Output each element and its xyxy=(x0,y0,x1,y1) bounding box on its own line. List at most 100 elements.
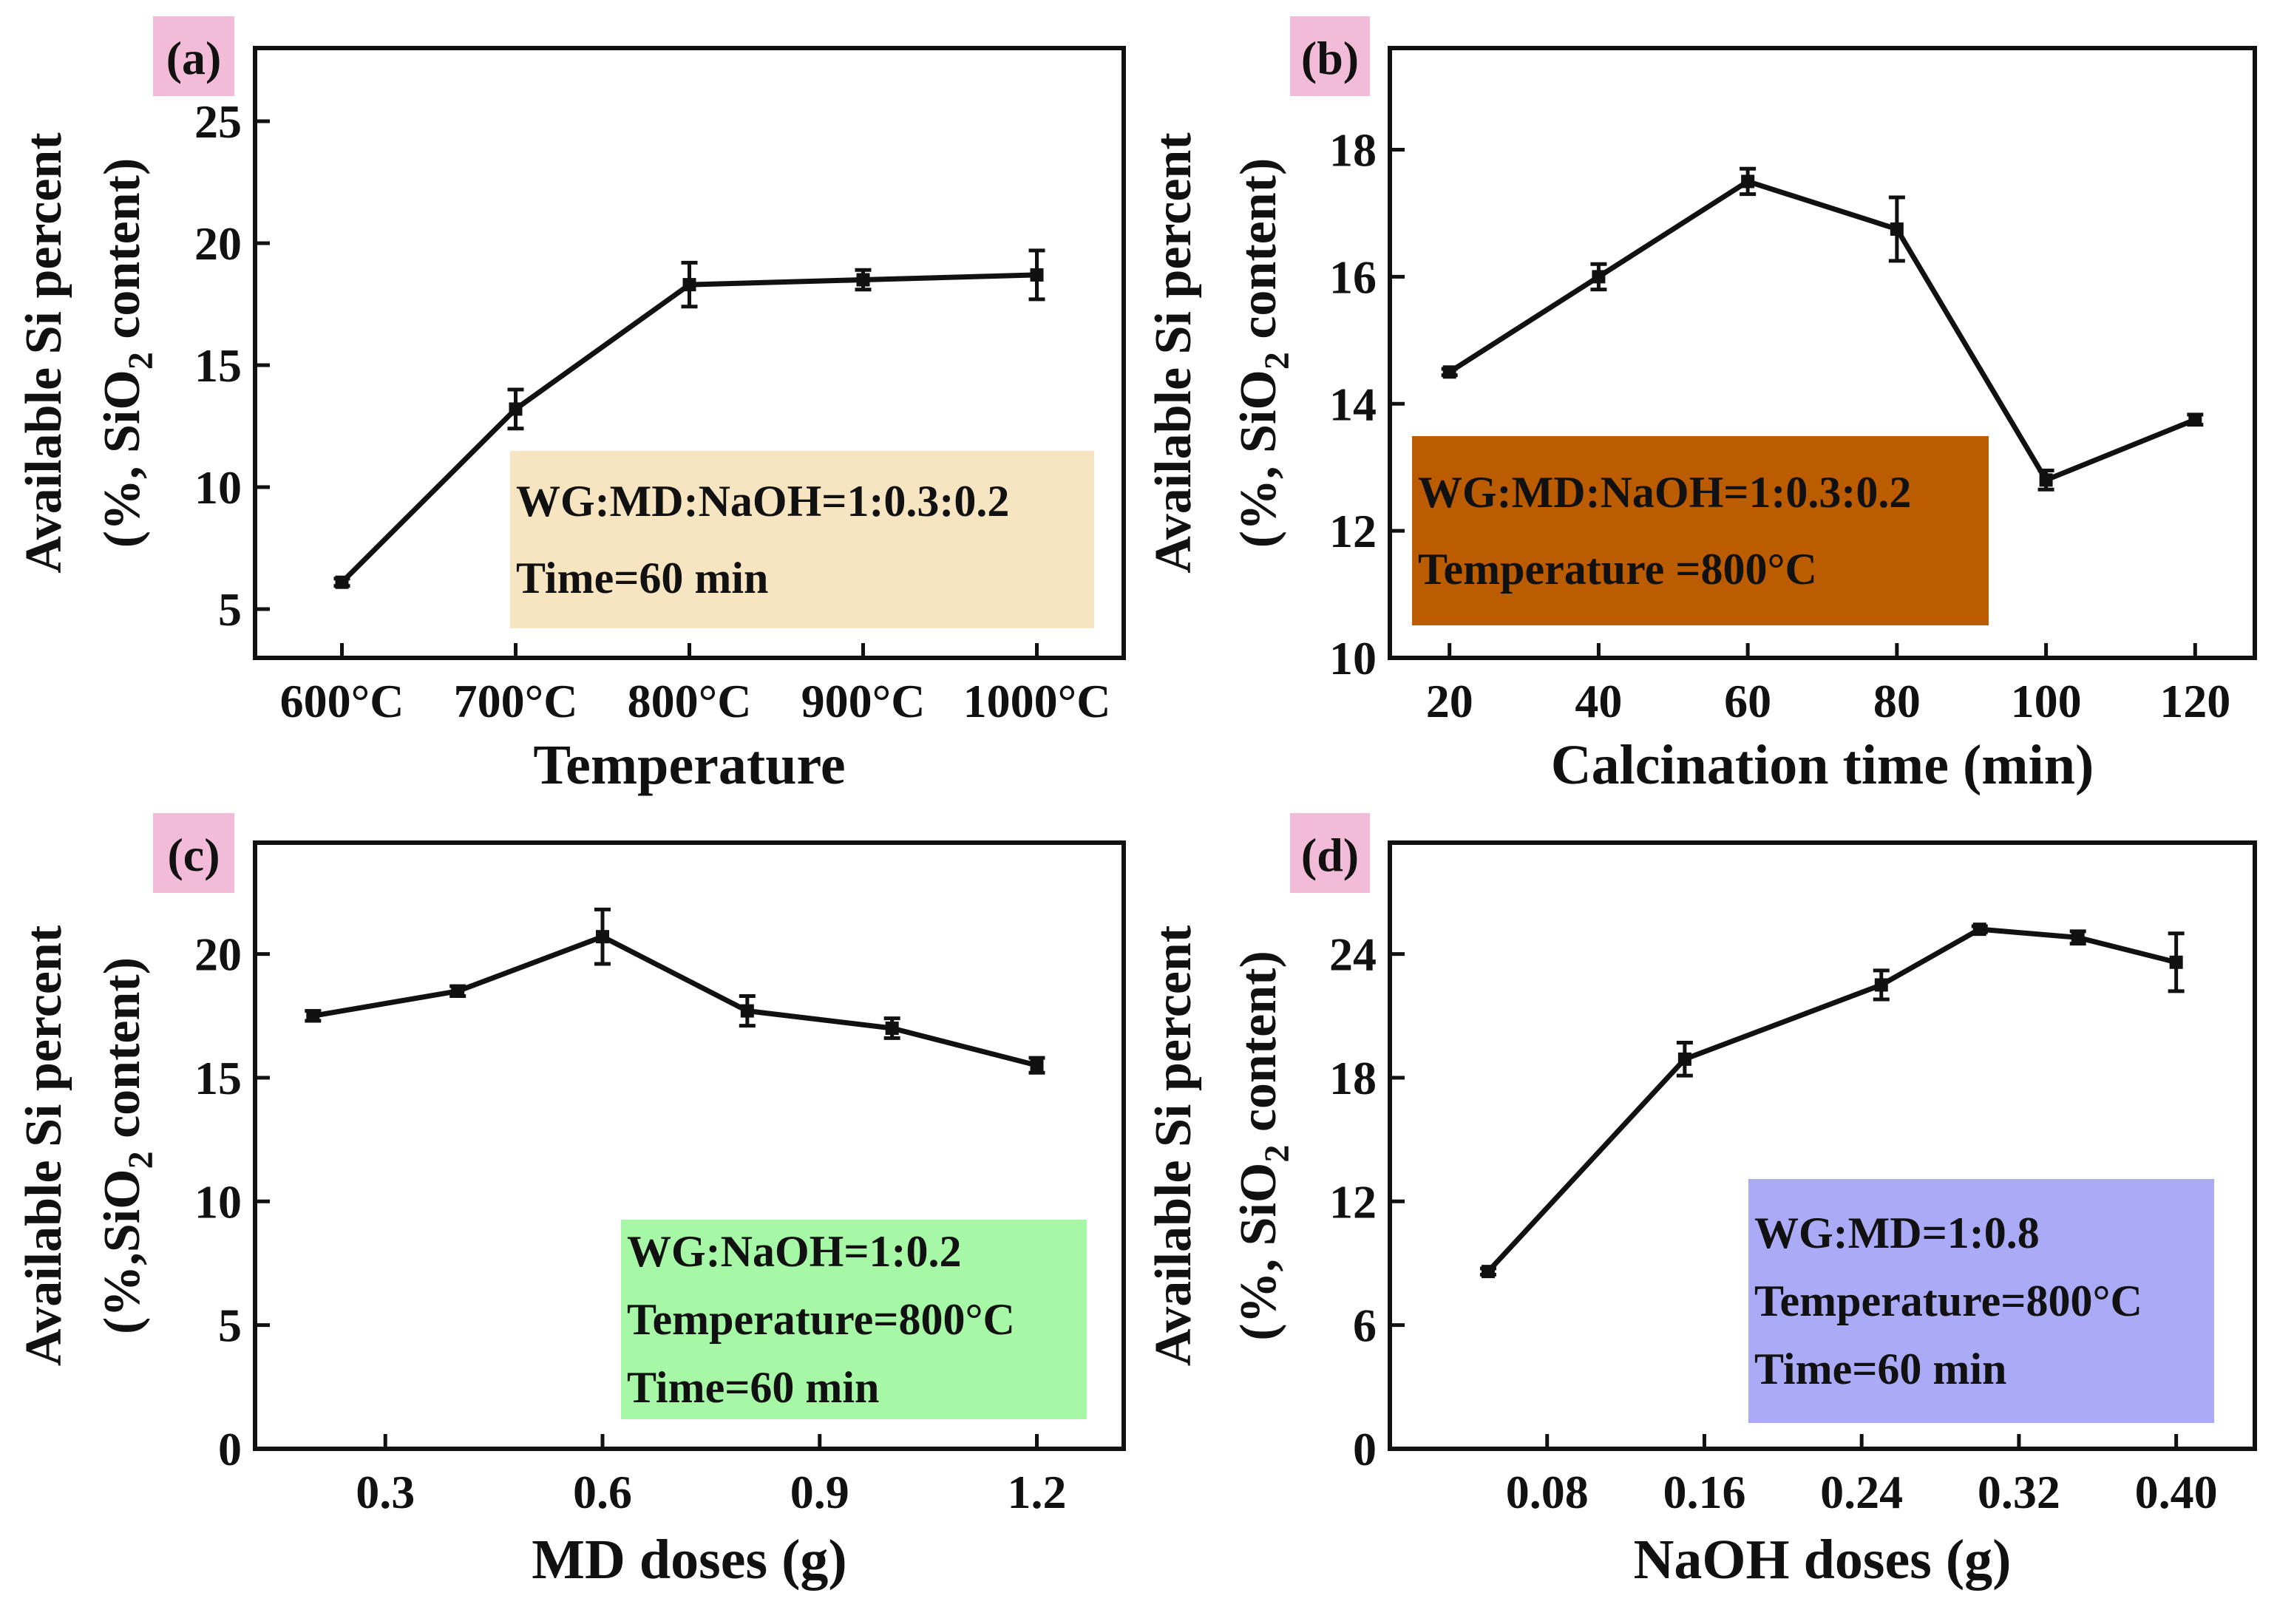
y-tick-label: 12 xyxy=(1329,1175,1377,1228)
y-tick-label: 0 xyxy=(1353,1423,1377,1475)
y-tick-label: 5 xyxy=(218,1299,242,1352)
x-tick-label: 0.24 xyxy=(1820,1466,1903,1518)
x-tick-label: 0.9 xyxy=(790,1466,849,1518)
annotation-box xyxy=(1748,1179,2214,1423)
y-tick-label: 10 xyxy=(194,461,242,514)
data-point xyxy=(451,984,465,998)
annotation-line: Temperature =800°C xyxy=(1418,545,1817,594)
x-tick-label: 600°C xyxy=(280,675,404,727)
x-tick-label: 20 xyxy=(1426,675,1473,727)
y-tick-label: 15 xyxy=(194,339,242,392)
series-line xyxy=(1486,926,2177,1274)
data-point xyxy=(1677,1052,1691,1066)
annotation-line: WG:MD:NaOH=1:0.3:0.2 xyxy=(1418,468,1911,517)
data-point xyxy=(740,1004,754,1018)
data-point xyxy=(1030,268,1044,282)
x-tick-label: 1000°C xyxy=(963,675,1111,727)
x-tick-label: 0.40 xyxy=(2135,1466,2218,1518)
y-axis-label: Available Si percent xyxy=(16,925,72,1366)
panel-label-box xyxy=(1290,813,1370,893)
annotation-line: WG:MD:NaOH=1:0.3:0.2 xyxy=(516,477,1009,526)
x-tick-label: 900°C xyxy=(801,675,926,727)
x-tick-label: 100 xyxy=(2011,675,2082,727)
data-point xyxy=(1741,174,1755,188)
panel-a: (a) WG:MD:NaOH=1:0.3:0.2 Time=60 min 5 10 15 2… xyxy=(16,16,1126,796)
annotation-line: WG:MD=1:0.8 xyxy=(1754,1209,2040,1257)
panel-c: (c) WG:NaOH=1:0.2 Temperature=800°C Time=60… xyxy=(16,813,1126,1591)
data-point xyxy=(2039,473,2053,487)
annotation-line: Time=60 min xyxy=(516,554,768,602)
y-axis-label-unit: (%, SiO2 content) xyxy=(1230,158,1297,548)
panel-label: (b) xyxy=(1301,32,1359,84)
y-tick-label: 10 xyxy=(1329,632,1377,684)
x-tick-label: 700°C xyxy=(454,675,578,727)
annotation-box xyxy=(621,1220,1087,1419)
x-tick-label: 60 xyxy=(1724,675,1771,727)
data-point xyxy=(509,402,523,416)
y-axis-label: Available Si percent xyxy=(16,132,72,573)
panel-b: (b) WG:MD:NaOH=1:0.3:0.2 Temperature =800°… xyxy=(1145,16,2257,796)
data-point xyxy=(1481,1265,1495,1279)
data-point xyxy=(596,930,609,944)
y-axis-label: Available Si percent xyxy=(1145,132,1202,573)
y-tick-label: 14 xyxy=(1329,378,1377,430)
data-point xyxy=(856,273,870,287)
y-tick-label: 20 xyxy=(194,217,242,270)
data-point xyxy=(682,278,696,292)
panel-d: (d) WG:MD=1:0.8 Temperature=800°C Time=60 m… xyxy=(1145,813,2257,1591)
panel-label-box xyxy=(153,813,234,893)
annotation-line: Time=60 min xyxy=(627,1363,879,1412)
y-tick-label: 15 xyxy=(194,1052,242,1104)
data-point xyxy=(1890,222,1904,236)
series-line xyxy=(312,934,1038,1068)
annotation-line: Temperature=800°C xyxy=(1754,1277,2142,1325)
plot-frame xyxy=(1388,46,2257,660)
x-tick-label: 0.3 xyxy=(356,1466,415,1518)
x-tick-label: 40 xyxy=(1575,675,1622,727)
annotation-box xyxy=(510,451,1094,628)
x-tick-label: 0.16 xyxy=(1663,1466,1745,1518)
panel-label: (d) xyxy=(1301,829,1359,881)
x-tick-label: 800°C xyxy=(628,675,752,727)
plot-frame xyxy=(253,840,1126,1451)
y-tick-label: 18 xyxy=(1329,124,1377,177)
y-tick-label: 6 xyxy=(1353,1299,1377,1352)
data-point xyxy=(1592,270,1606,284)
y-axis-label-unit: (%, SiO2 content) xyxy=(94,158,160,548)
data-point xyxy=(335,575,349,589)
data-point xyxy=(2188,412,2202,427)
y-axis-label-unit: (%, SiO2 content) xyxy=(1230,951,1297,1341)
y-tick-label: 5 xyxy=(218,583,242,636)
annotation-line: Temperature=800°C xyxy=(627,1295,1015,1344)
x-axis-label: Calcination time (min) xyxy=(1551,734,2094,796)
plot-frame xyxy=(1388,840,2257,1451)
panel-label: (a) xyxy=(166,32,222,84)
x-axis-label: NaOH doses (g) xyxy=(1634,1529,2012,1591)
y-tick-label: 16 xyxy=(1329,251,1377,303)
data-point xyxy=(1442,365,1456,379)
annotation-line: Time=60 min xyxy=(1754,1345,2006,1393)
x-axis-label: MD doses (g) xyxy=(532,1529,846,1591)
data-point xyxy=(1874,978,1888,992)
y-tick-label: 18 xyxy=(1329,1052,1377,1104)
annotation-line: WG:NaOH=1:0.2 xyxy=(627,1227,962,1276)
y-tick-label: 20 xyxy=(194,928,242,981)
data-point xyxy=(2071,931,2085,945)
data-point xyxy=(1030,1059,1044,1073)
x-tick-label: 1.2 xyxy=(1008,1466,1067,1518)
y-axis-label: Available Si percent xyxy=(1145,925,1202,1366)
data-point xyxy=(885,1022,899,1036)
x-tick-label: 80 xyxy=(1873,675,1921,727)
x-tick-label: 120 xyxy=(2159,675,2230,727)
y-tick-label: 12 xyxy=(1329,505,1377,557)
y-tick-label: 10 xyxy=(194,1175,242,1228)
x-axis-label: Temperature xyxy=(533,734,845,796)
x-tick-label: 0.08 xyxy=(1506,1466,1589,1518)
panel-label-box xyxy=(1290,16,1370,96)
annotation-box xyxy=(1412,436,1989,625)
y-tick-label: 0 xyxy=(218,1423,242,1475)
x-tick-label: 0.32 xyxy=(1978,1466,2060,1518)
data-point xyxy=(1972,923,1986,937)
data-point xyxy=(2169,955,2183,969)
